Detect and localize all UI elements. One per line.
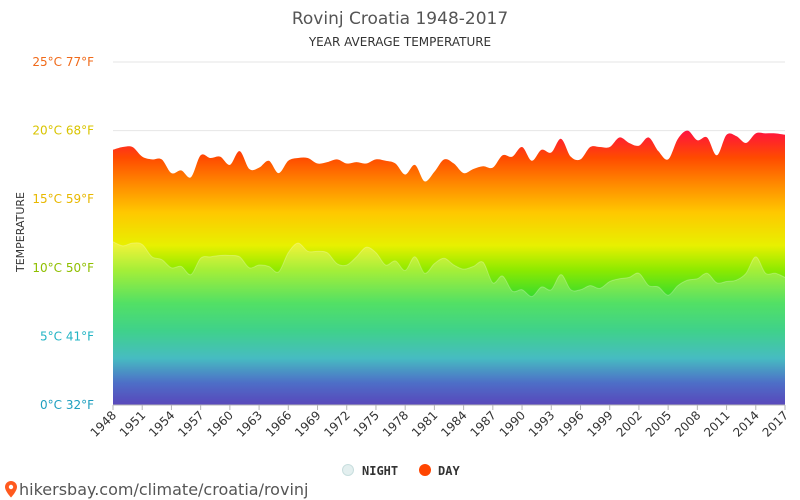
y-tick-label: 5°C 41°F: [40, 329, 94, 343]
x-tick-label: 2014: [730, 408, 761, 439]
x-tick-label: 2008: [672, 408, 703, 439]
map-pin-icon: [5, 481, 17, 498]
legend-night-label: NIGHT: [362, 464, 398, 478]
x-tick-label: 2011: [701, 408, 732, 439]
night-area: [113, 241, 785, 405]
x-tick-label: 1990: [497, 408, 528, 439]
x-tick-label: 2002: [614, 408, 645, 439]
x-tick-label: 1972: [321, 408, 352, 439]
x-tick-label: 1966: [263, 408, 294, 439]
y-tick-label: 20°C 68°F: [32, 124, 94, 138]
night-legend-icon: [342, 464, 354, 476]
chart-subtitle: YEAR AVERAGE TEMPERATURE: [308, 35, 491, 49]
legend: NIGHT DAY: [342, 464, 460, 478]
x-tick-label: 1948: [88, 408, 119, 439]
chart-title: Rovinj Croatia 1948-2017: [292, 9, 508, 29]
x-tick-label: 1993: [526, 408, 557, 439]
y-axis-title: TEMPERATURE: [14, 192, 27, 273]
x-tick-label: 1960: [204, 408, 235, 439]
x-tick-label: 1996: [555, 408, 586, 439]
x-tick-label: 1975: [351, 408, 382, 439]
source-link[interactable]: hikersbay.com/climate/croatia/rovinj: [5, 480, 308, 499]
x-tick-label: 1987: [467, 408, 498, 439]
map-pin-dot: [8, 484, 14, 490]
y-tick-label: 0°C 32°F: [40, 398, 94, 412]
night-line: [112, 241, 786, 298]
source-url: hikersbay.com/climate/croatia/rovinj: [19, 480, 308, 499]
x-tick-label: 1969: [292, 408, 323, 439]
x-tick-label: 1954: [146, 408, 177, 439]
legend-item-night[interactable]: NIGHT: [342, 464, 399, 478]
x-tick-label: 1951: [117, 408, 148, 439]
x-tick-label: 2005: [643, 408, 674, 439]
x-tick-label: 1963: [234, 408, 265, 439]
x-tick-label: 2017: [760, 408, 791, 439]
legend-item-day[interactable]: DAY: [419, 464, 460, 478]
x-tick-label: 1978: [380, 408, 411, 439]
y-tick-label: 10°C 50°F: [32, 261, 94, 275]
y-axis-labels: 0°C 32°F 5°C 41°F 10°C 50°F 15°C 59°F 20°C 6…: [32, 55, 94, 412]
x-tick-label: 1957: [175, 408, 206, 439]
x-axis-labels: 1948195119541957196019631966196919721975…: [88, 405, 791, 440]
y-tick-label: 25°C 77°F: [32, 55, 94, 69]
x-tick-label: 1999: [584, 408, 615, 439]
y-tick-label: 15°C 59°F: [32, 192, 94, 206]
x-tick-label: 1984: [438, 408, 469, 439]
day-legend-icon: [419, 464, 431, 476]
day-area: [113, 130, 785, 406]
legend-day-label: DAY: [438, 464, 460, 478]
x-tick-label: 1981: [409, 408, 440, 439]
